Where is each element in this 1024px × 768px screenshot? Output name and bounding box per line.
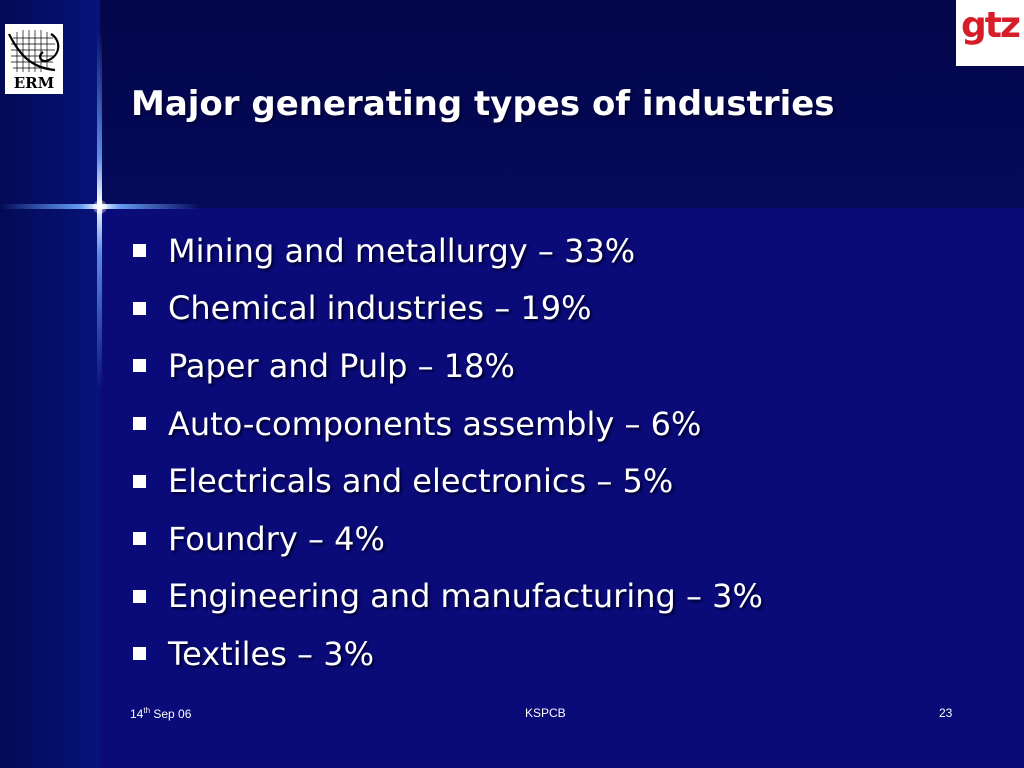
bullet-text: Engineering and manufacturing – 3% [168, 577, 763, 616]
list-item: Foundry – 4% [133, 510, 763, 568]
bullet-text: Electricals and electronics – 5% [168, 462, 674, 501]
square-bullet-icon [133, 417, 146, 431]
bullet-list: Mining and metallurgy – 33% Chemical ind… [133, 222, 763, 683]
gtz-logo: gtz [956, 0, 1024, 66]
bullet-text: Auto-components assembly – 6% [168, 404, 702, 443]
bullet-text: Paper and Pulp – 18% [168, 346, 515, 385]
square-bullet-icon [133, 244, 146, 258]
bullet-text: Mining and metallurgy – 33% [168, 231, 636, 270]
list-item: Chemical industries – 19% [133, 280, 763, 338]
list-item: Mining and metallurgy – 33% [133, 222, 763, 280]
square-bullet-icon [133, 532, 146, 546]
gtz-logo-text: gtz [961, 5, 1021, 46]
square-bullet-icon [133, 474, 146, 488]
footer-date: 14th Sep 06 [130, 706, 191, 721]
footer-center-text: KSPCB [525, 706, 566, 720]
list-item: Textiles – 3% [133, 625, 763, 683]
footer-date-suffix: th [143, 706, 151, 715]
left-band [0, 0, 100, 768]
flare-core [93, 200, 107, 214]
list-item: Auto-components assembly – 6% [133, 395, 763, 453]
list-item: Paper and Pulp – 18% [133, 337, 763, 395]
slide-title: Major generating types of industries [131, 84, 835, 124]
square-bullet-icon [133, 589, 146, 603]
header-band [0, 0, 1024, 208]
square-bullet-icon [133, 647, 146, 661]
square-bullet-icon [133, 359, 146, 373]
list-item: Engineering and manufacturing – 3% [133, 568, 763, 626]
square-bullet-icon [133, 301, 146, 315]
erm-logo: ERM [5, 24, 63, 94]
bullet-text: Chemical industries – 19% [168, 289, 592, 328]
bullet-text: Foundry – 4% [168, 519, 385, 558]
list-item: Electricals and electronics – 5% [133, 452, 763, 510]
footer-date-rest: Sep 06 [150, 707, 192, 721]
bullet-text: Textiles – 3% [168, 634, 374, 673]
erm-globe-icon [8, 30, 60, 72]
footer-date-day: 14 [130, 707, 144, 721]
erm-logo-text: ERM [13, 74, 55, 92]
page-number: 23 [939, 706, 953, 720]
